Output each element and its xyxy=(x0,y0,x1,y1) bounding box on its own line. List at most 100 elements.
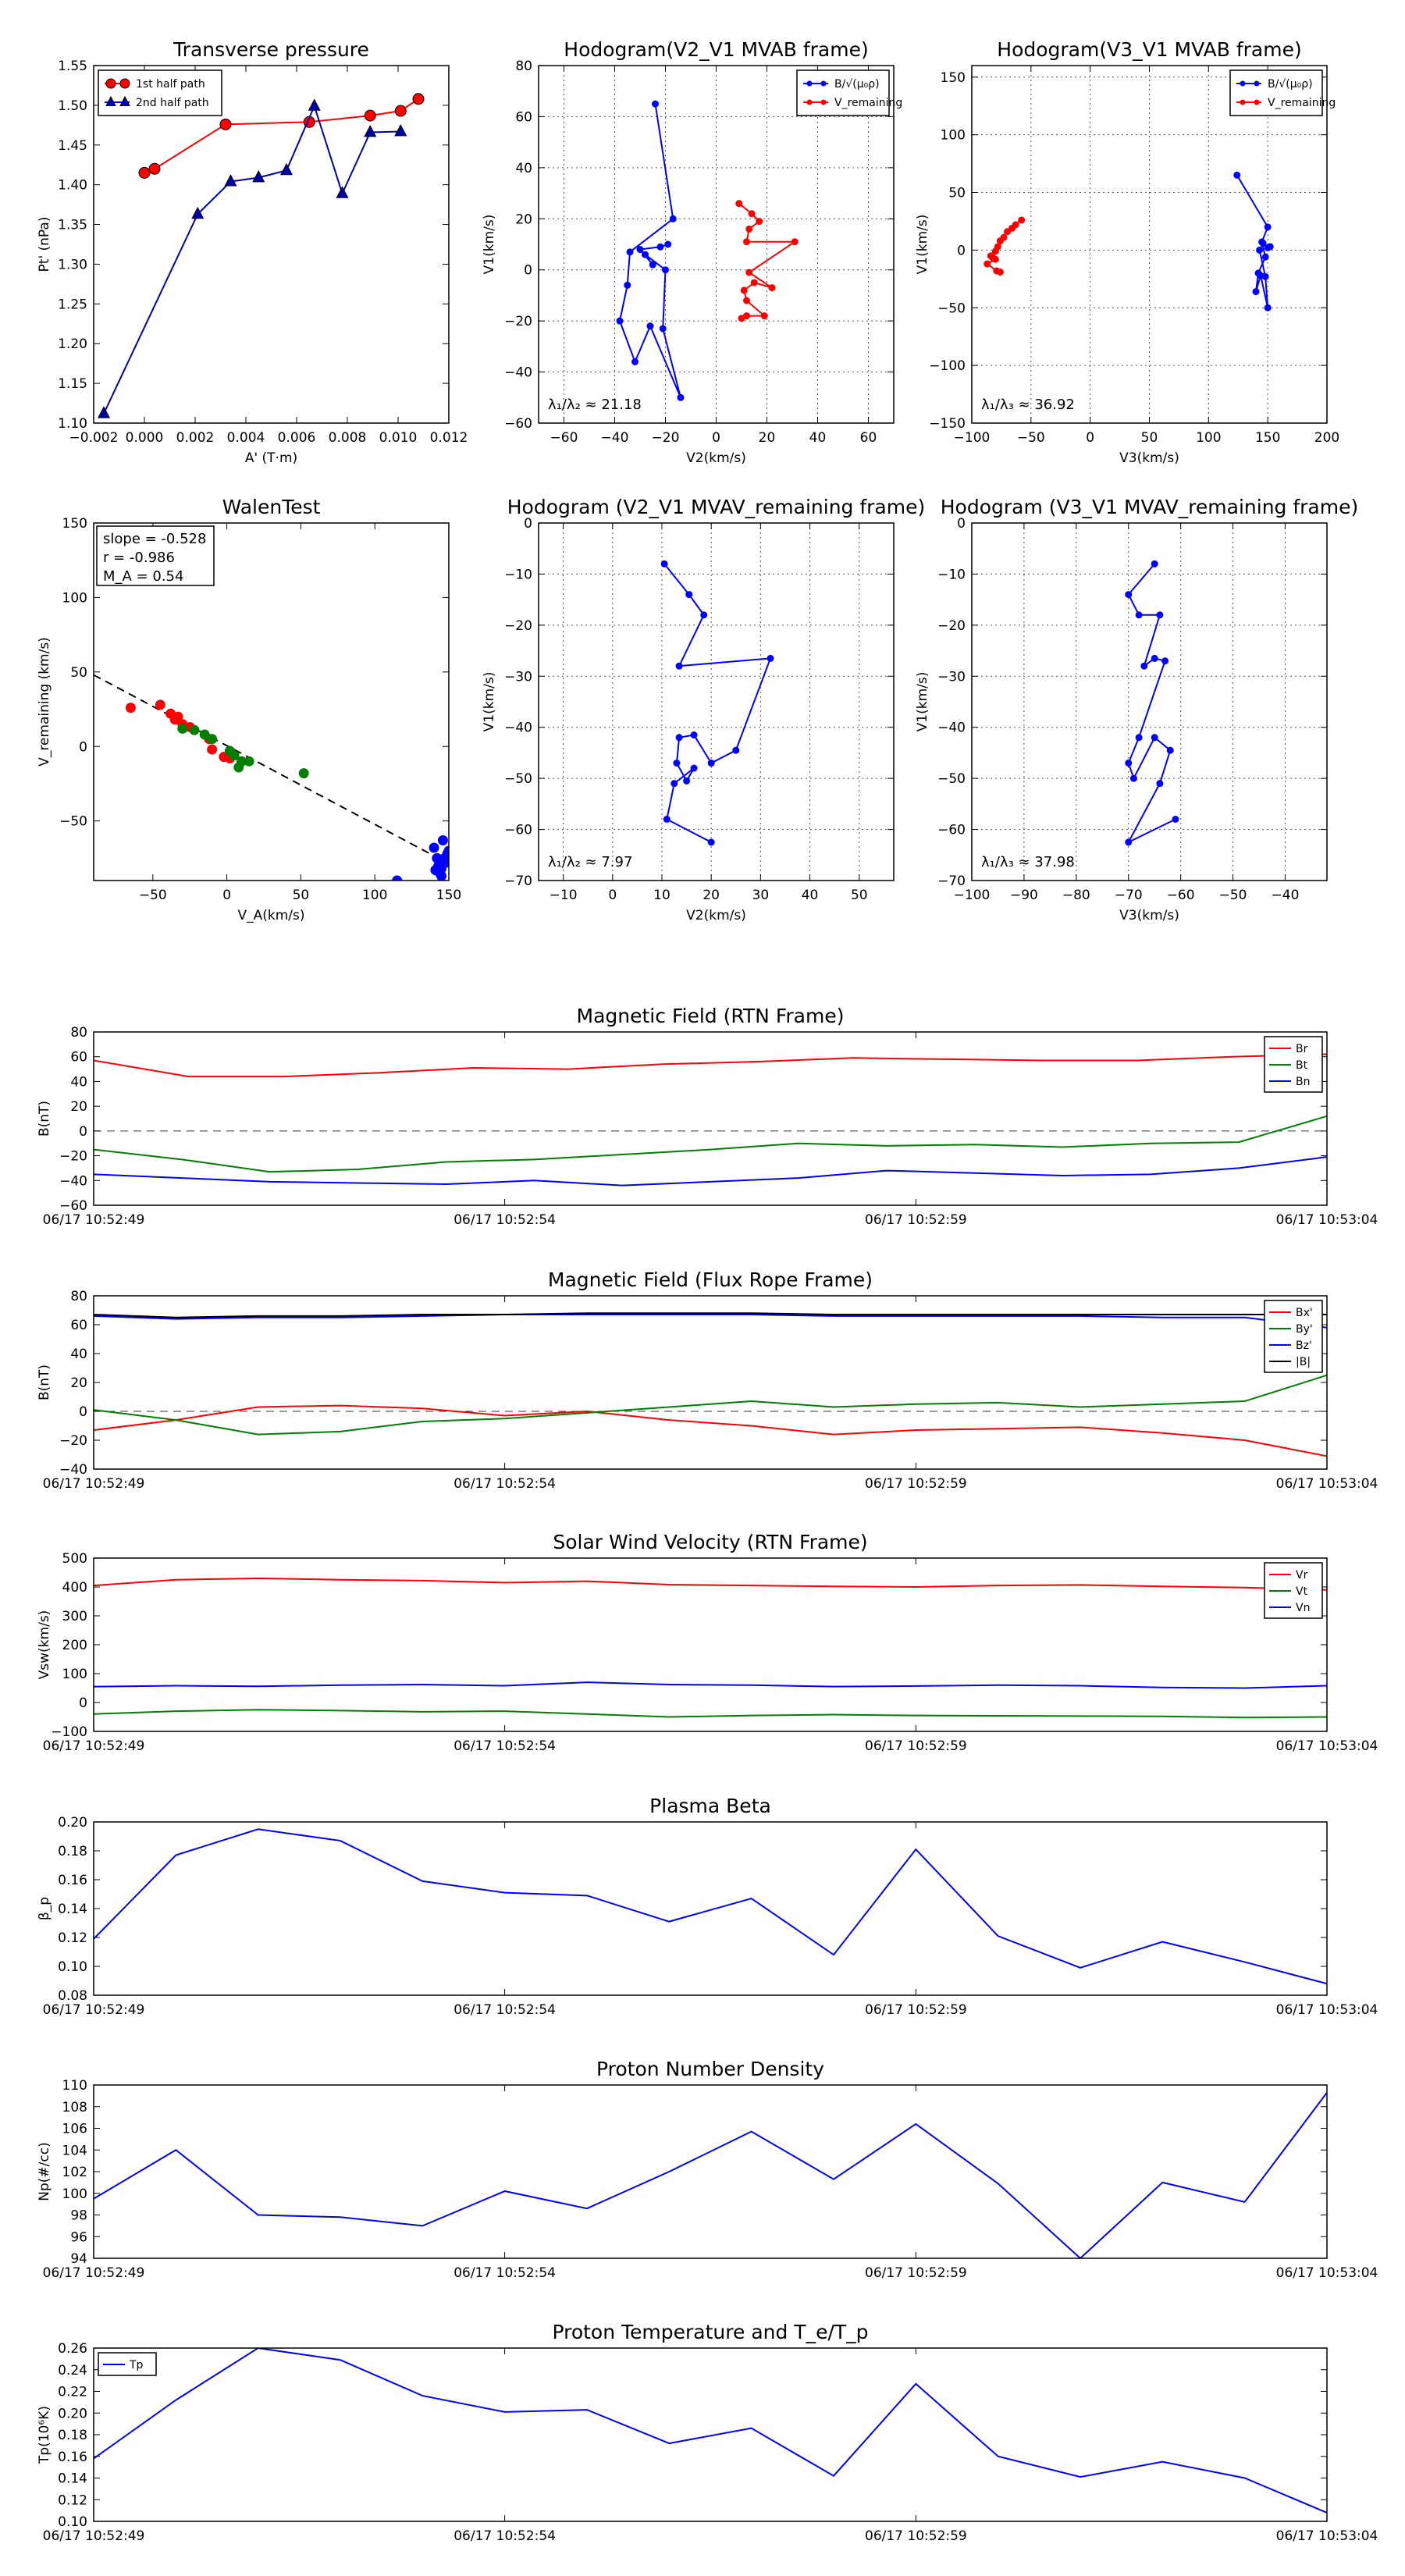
y-tick-label: 1.30 xyxy=(58,257,87,272)
plot-frame xyxy=(93,1821,1328,1996)
y-tick-label: 150 xyxy=(62,516,87,532)
chart-title: Proton Number Density xyxy=(596,2058,824,2080)
data-point xyxy=(125,703,136,713)
data-point xyxy=(430,865,441,876)
legend-marker xyxy=(806,80,813,87)
data-point xyxy=(690,731,698,739)
series-line-Bt xyxy=(94,1115,1327,1173)
chart-proton-number-density: 94 96 98 100 102 104 106 108 110 06/17 10:52:49 06… xyxy=(37,2058,1378,2281)
plot-frame xyxy=(93,2084,1328,2259)
legend-label: Bx' xyxy=(1296,1307,1313,1319)
x-tick-label: 0.006 xyxy=(278,430,316,446)
data-point xyxy=(412,93,425,105)
y-tick-label: 0 xyxy=(79,1695,87,1711)
data-point xyxy=(1261,253,1269,261)
ratio-annotation: λ₁/λ₃ ≈ 37.98 xyxy=(981,854,1075,870)
x-tick-label: 06/17 10:52:54 xyxy=(454,1738,556,1754)
legend-label: 2nd half path xyxy=(136,97,209,109)
legend-marker xyxy=(105,95,116,106)
y-tick-label: 94 xyxy=(70,2251,87,2267)
y-tick-label: 108 xyxy=(62,2100,87,2115)
y-tick-label: −50 xyxy=(937,771,966,787)
x-tick-label: 0.004 xyxy=(227,430,265,446)
x-tick-label: −0.002 xyxy=(69,430,119,446)
x-tick-label: −50 xyxy=(1017,430,1045,446)
data-point xyxy=(664,240,672,248)
x-tick-label: −10 xyxy=(550,888,578,903)
x-tick-label: 40 xyxy=(809,430,827,446)
y-tick-label: −30 xyxy=(504,669,532,685)
legend-marker xyxy=(806,99,813,105)
y-tick-label: 0.22 xyxy=(58,2385,87,2400)
y-tick-label: −40 xyxy=(937,720,966,736)
data-point xyxy=(298,768,309,779)
y-tick-label: 0 xyxy=(79,739,87,755)
legend-label: Bz' xyxy=(1296,1340,1312,1352)
x-tick-label: 0.012 xyxy=(430,430,468,446)
data-point xyxy=(1161,657,1169,665)
y-axis-label: V1(km/s) xyxy=(915,215,930,275)
stats-line: r = -0.986 xyxy=(103,550,175,566)
legend-label: Vr xyxy=(1296,1569,1308,1582)
data-point xyxy=(394,123,407,137)
y-tick-label: −10 xyxy=(504,567,532,582)
data-point xyxy=(191,206,205,219)
series-group xyxy=(125,699,449,881)
y-tick-label: 98 xyxy=(70,2208,87,2224)
chart-title: Proton Temperature and T_e/T_p xyxy=(552,2321,868,2343)
y-tick-label: 50 xyxy=(948,186,966,201)
data-point xyxy=(1151,734,1158,742)
legend-label: Tp xyxy=(129,2359,144,2371)
data-point xyxy=(1004,228,1011,236)
y-tick-label: 0 xyxy=(79,1124,87,1140)
legend-label: |B| xyxy=(1296,1356,1311,1368)
chart-hodogram-v2v1-mvav: −10 0 10 20 30 40 50−70−60−50−40−30−20−100Hodo… xyxy=(482,496,925,923)
y-tick-label: 106 xyxy=(62,2122,87,2137)
legend-marker xyxy=(820,80,827,87)
data-point xyxy=(732,746,740,754)
series-group xyxy=(94,2092,1327,2258)
y-tick-label: 0 xyxy=(524,263,532,279)
y-tick-label: 300 xyxy=(62,1609,87,1624)
y-tick-label: −50 xyxy=(59,814,87,830)
x-tick-label: 06/17 10:52:59 xyxy=(865,1738,967,1754)
x-tick-label: −50 xyxy=(139,888,167,903)
legend-label: V_remaining xyxy=(1268,97,1336,109)
series-group xyxy=(94,1828,1327,1985)
data-point xyxy=(1264,223,1272,231)
chart-walen-test: −50 0 50 100 150 −50 0 50 100 150 WalenTest V_A(km/… xyxy=(37,496,461,923)
chart-proton-temperature: 0.10 0.12 0.14 0.16 0.18 0.20 0.22 0.24 0.26 06/1… xyxy=(37,2321,1378,2544)
data-point xyxy=(659,325,667,333)
y-tick-label: 0 xyxy=(79,1404,87,1420)
x-tick-label: 06/17 10:52:49 xyxy=(43,1476,145,1492)
y-tick-label: 0.08 xyxy=(58,1988,87,2004)
plot-frame xyxy=(93,65,450,424)
y-axis-label: B(nT) xyxy=(37,1101,52,1137)
x-tick-label: −40 xyxy=(1272,888,1300,903)
y-tick-label: 96 xyxy=(70,2229,87,2245)
y-tick-label: −30 xyxy=(937,669,966,685)
y-tick-label: 20 xyxy=(515,212,532,227)
series-line-beta xyxy=(94,1828,1327,1985)
legend-marker xyxy=(1240,80,1246,87)
x-tick-label: 06/17 10:52:49 xyxy=(43,2002,145,2018)
y-tick-label: 0.18 xyxy=(58,2428,87,2443)
chart-magnetic-field-rtn: −60 −40 −20 0 20 40 60 80 06/17 10:52:49 06/17 10… xyxy=(37,1005,1378,1228)
data-point xyxy=(173,711,183,722)
y-tick-label: 20 xyxy=(70,1375,87,1391)
x-tick-label: 06/17 10:53:04 xyxy=(1276,1476,1378,1492)
y-tick-label: 60 xyxy=(515,109,532,125)
chart-title: Transverse pressure xyxy=(173,38,369,61)
y-tick-label: 1.10 xyxy=(58,416,87,432)
data-point xyxy=(207,734,218,745)
series-group xyxy=(94,1053,1327,1187)
y-tick-label: −100 xyxy=(51,1724,87,1740)
series-line-Bn xyxy=(94,1156,1327,1187)
data-point xyxy=(745,269,753,276)
x-tick-label: 50 xyxy=(1141,430,1158,446)
data-point xyxy=(743,238,750,246)
y-tick-label: −60 xyxy=(59,1198,87,1214)
data-point xyxy=(148,162,161,175)
x-tick-label: 06/17 10:52:54 xyxy=(454,1212,556,1228)
